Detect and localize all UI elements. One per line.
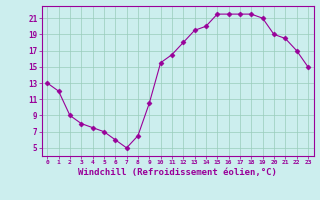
X-axis label: Windchill (Refroidissement éolien,°C): Windchill (Refroidissement éolien,°C) bbox=[78, 168, 277, 177]
